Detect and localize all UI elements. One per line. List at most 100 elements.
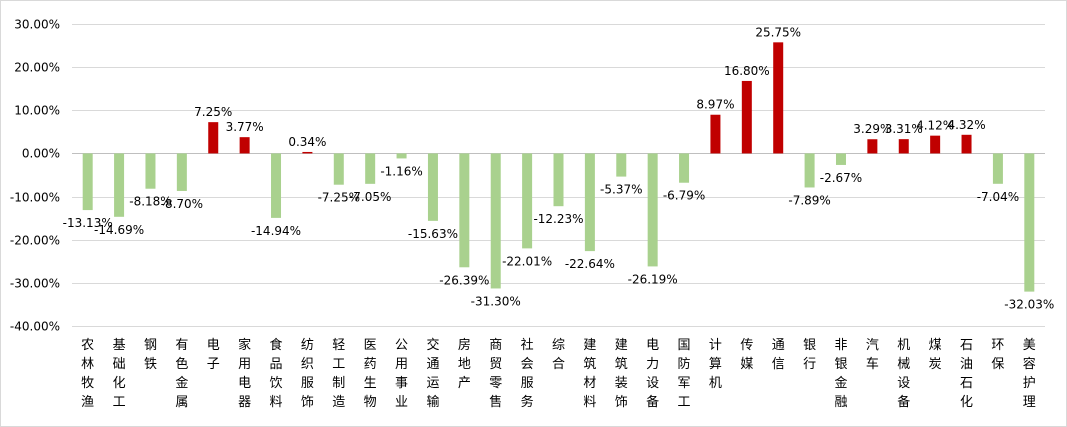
y-tick-label: -30.00%	[10, 277, 60, 291]
data-label: -12.23%	[533, 212, 583, 226]
data-label: -1.16%	[380, 164, 422, 178]
bar	[553, 153, 564, 207]
data-label: -7.04%	[977, 190, 1019, 204]
bar	[647, 153, 658, 267]
data-label: 3.29%	[853, 122, 891, 136]
bar	[239, 137, 250, 154]
category-label: 通信	[772, 338, 785, 372]
category-label: 计算机	[709, 338, 722, 391]
y-tick-label: 0.00%	[22, 147, 60, 161]
bar	[992, 153, 1003, 184]
bar	[490, 153, 501, 289]
y-axis-ticks: 30.00% 20.00% 10.00% 0.00% -10.00% -20.00% -30…	[10, 18, 60, 334]
bar	[396, 153, 407, 159]
data-label: -13.13%	[63, 216, 113, 230]
data-label: 4.32%	[947, 118, 985, 132]
category-labels: 农林牧渔 基础化工 钢铁 有色金属 电子 家用电器 食品饮料 纺织服饰 轻工制造 医药生物 公用事业…	[81, 337, 1036, 410]
bar	[773, 42, 784, 154]
y-tick-label: -20.00%	[10, 234, 60, 248]
category-label: 环保	[991, 338, 1004, 372]
category-label: 石油石化	[960, 338, 973, 410]
bar	[930, 135, 941, 154]
category-label: 医药生物	[364, 338, 377, 410]
bar	[710, 114, 721, 154]
category-label: 综合	[552, 338, 565, 372]
category-label: 银行	[803, 338, 816, 372]
bar	[271, 153, 282, 218]
data-label: -7.25%	[318, 191, 360, 205]
category-label: 建筑装饰	[615, 338, 628, 410]
bar	[804, 153, 815, 188]
bar	[835, 153, 846, 165]
bars	[82, 42, 1035, 292]
bar	[867, 139, 878, 154]
bar	[898, 139, 909, 154]
y-tick-label: 10.00%	[14, 104, 60, 118]
data-label: -31.30%	[471, 294, 521, 308]
bar	[208, 122, 219, 154]
data-label: 8.97%	[696, 98, 734, 112]
category-label: 非银金融	[834, 338, 847, 410]
category-label: 电子	[207, 338, 220, 372]
bar	[365, 153, 376, 184]
bar	[333, 153, 344, 185]
data-label: -26.19%	[628, 272, 678, 286]
y-tick-label: 20.00%	[14, 61, 60, 75]
data-label: -6.79%	[663, 189, 705, 203]
bar	[427, 153, 438, 221]
data-label: -7.05%	[349, 190, 391, 204]
category-label: 汽车	[866, 338, 879, 372]
data-label: 3.77%	[226, 120, 264, 134]
bar	[114, 153, 125, 217]
bar	[616, 153, 627, 177]
category-label: 机械设备	[897, 338, 910, 410]
category-label: 国防军工	[678, 338, 691, 410]
category-label: 食品饮料	[270, 337, 283, 410]
bar	[145, 153, 156, 189]
category-label: 基础化工	[113, 338, 126, 410]
category-label: 房地产	[458, 337, 471, 391]
category-label: 传媒	[740, 338, 753, 372]
bar	[1024, 153, 1035, 292]
bar	[82, 153, 93, 211]
category-label: 煤炭	[929, 338, 942, 372]
category-label: 建筑材料	[583, 338, 596, 410]
bar	[176, 153, 187, 191]
bar	[459, 153, 470, 268]
category-label: 轻工制造	[332, 338, 345, 410]
category-label: 交通运输	[426, 337, 439, 410]
data-label: -14.94%	[251, 224, 301, 238]
data-label: -8.18%	[129, 195, 171, 209]
data-label: -26.39%	[439, 273, 489, 287]
category-label: 农林牧渔	[81, 338, 94, 410]
data-label: 4.12%	[916, 119, 954, 133]
data-label: -7.89%	[788, 193, 830, 207]
category-label: 电力设备	[646, 338, 659, 410]
bar	[584, 153, 595, 252]
data-label: 7.25%	[194, 105, 232, 119]
data-label: -2.67%	[820, 171, 862, 185]
bar	[522, 153, 533, 249]
bar	[961, 134, 972, 154]
category-label: 有色金属	[175, 338, 188, 410]
category-label: 商贸零售	[489, 338, 502, 410]
y-tick-label: 30.00%	[14, 18, 60, 32]
bar	[679, 153, 690, 183]
data-labels: -13.13%-14.69% -8.18%-8.70% 7.25%3.77% -14.…	[63, 25, 1055, 311]
data-label: -22.01%	[502, 254, 552, 268]
bar	[302, 151, 313, 154]
category-label: 美容护理	[1023, 338, 1036, 410]
data-label: 0.34%	[288, 135, 326, 149]
data-label: -32.03%	[1004, 298, 1054, 312]
category-label: 钢铁	[144, 338, 157, 372]
y-tick-label: -10.00%	[10, 191, 60, 205]
data-label: 16.80%	[724, 64, 770, 78]
y-tick-label: -40.00%	[10, 320, 60, 334]
data-label: -14.69%	[94, 223, 144, 237]
category-label: 社会服务	[521, 337, 534, 410]
data-label: 25.75%	[755, 25, 801, 39]
category-label: 家用电器	[238, 337, 251, 410]
data-label: -22.64%	[565, 257, 615, 271]
